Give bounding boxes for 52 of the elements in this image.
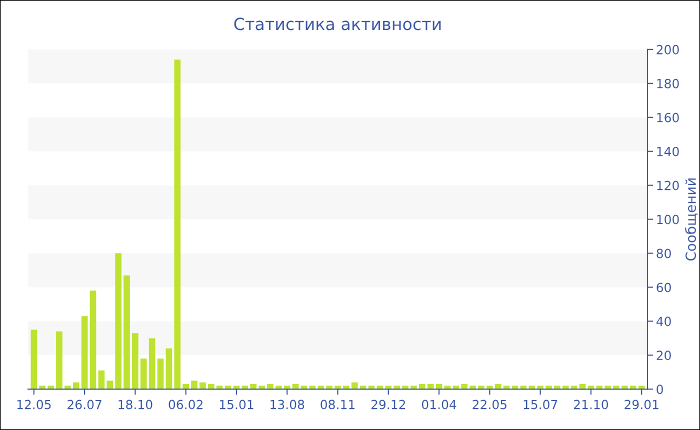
y-tick-label: 100 <box>657 214 679 224</box>
y-tick-label: 120 <box>657 180 679 190</box>
bar <box>461 384 468 390</box>
bar <box>267 384 274 390</box>
x-tick-label: 29.01 <box>624 400 658 410</box>
bar <box>208 384 214 390</box>
x-tick-label: 22.05 <box>472 400 506 410</box>
bar <box>427 384 434 390</box>
x-tick-label: 15.07 <box>524 400 558 410</box>
bar <box>72 382 80 390</box>
x-tick-label: 13.08 <box>270 400 304 410</box>
bar <box>157 358 164 390</box>
x-tick-label: 08.11 <box>320 400 354 410</box>
bar <box>418 384 426 390</box>
x-tick-label: 12.05 <box>17 400 51 410</box>
y-tick-label: 80 <box>656 248 671 258</box>
bar <box>56 331 62 390</box>
y-tick-label: 0 <box>656 384 663 394</box>
y-tick-label: 160 <box>657 112 679 122</box>
bar <box>98 370 105 390</box>
bar <box>81 316 88 390</box>
y-tick-label: 60 <box>656 282 671 292</box>
bar <box>132 333 138 390</box>
bar <box>30 330 38 390</box>
bar <box>90 290 96 390</box>
bar <box>174 60 181 390</box>
x-tick-label: 15.01 <box>220 400 254 410</box>
bar <box>351 382 358 390</box>
y-axis-title: Сообщений <box>685 178 698 261</box>
y-tick-label: 20 <box>656 350 671 360</box>
bar <box>250 384 257 390</box>
x-tick-label: 06.02 <box>168 400 202 410</box>
bar <box>494 384 502 390</box>
x-tick-label: 18.10 <box>118 400 152 410</box>
y-tick-label: 140 <box>657 146 679 156</box>
bar <box>148 338 156 390</box>
bar <box>191 380 198 390</box>
x-tick-label: 29.12 <box>371 400 406 410</box>
x-tick-label: 01.04 <box>422 400 456 410</box>
x-tick-label: 21.10 <box>574 400 608 410</box>
bar <box>200 382 206 390</box>
bar <box>124 275 130 390</box>
y-tick-label: 180 <box>657 78 679 88</box>
chart-title: Статистика активности <box>234 18 441 30</box>
bar <box>106 380 114 390</box>
x-tick-label: 26.07 <box>68 400 102 410</box>
bar <box>166 348 172 390</box>
bar <box>140 358 147 390</box>
y-tick-label: 200 <box>656 44 679 54</box>
y-tick-label: 40 <box>656 316 671 326</box>
bar <box>115 253 122 390</box>
bar <box>182 384 189 390</box>
